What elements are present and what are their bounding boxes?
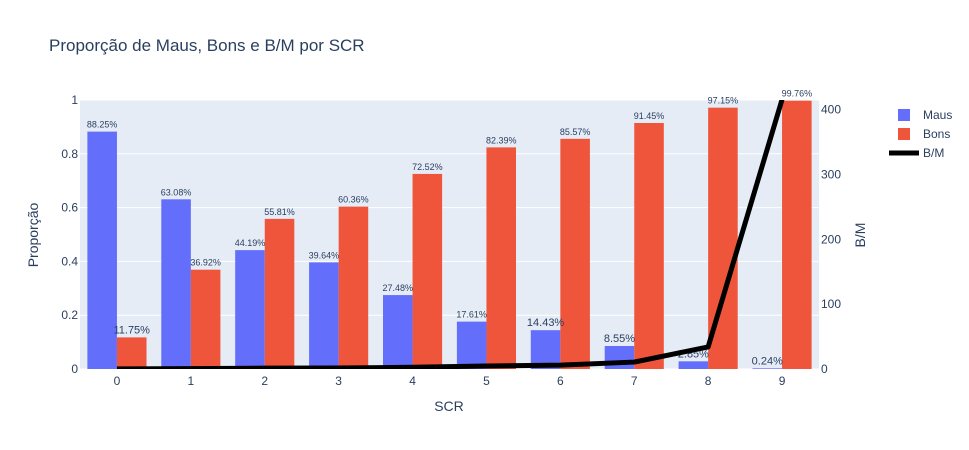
bar-maus[interactable] bbox=[678, 361, 709, 369]
y-tick-label: 0.8 bbox=[61, 147, 78, 161]
bm-line[interactable] bbox=[116, 100, 785, 369]
bar-bons[interactable] bbox=[338, 206, 369, 369]
x-tick-label: 9 bbox=[779, 374, 786, 388]
bar-data-label: 17.61% bbox=[456, 310, 487, 320]
bar-maus[interactable] bbox=[161, 199, 191, 369]
bar-data-label: 44.19% bbox=[235, 238, 266, 248]
y-tick-label: 0 bbox=[71, 362, 78, 376]
bar-maus[interactable] bbox=[309, 262, 339, 369]
bar-bons[interactable] bbox=[560, 138, 590, 369]
bar-data-label: 60.36% bbox=[338, 195, 369, 205]
x-axis-title: SCR bbox=[434, 398, 464, 414]
legend-label: Bons bbox=[923, 127, 950, 141]
bar-data-label: 39.64% bbox=[309, 250, 340, 260]
bar-data-label: 11.75% bbox=[113, 324, 150, 336]
bar-data-label: 99.76% bbox=[782, 89, 813, 99]
y2-tick-label: 400 bbox=[821, 103, 841, 117]
bar-bons[interactable] bbox=[264, 218, 295, 369]
chart-title: Proporção de Maus, Bons e B/M por SCR bbox=[49, 36, 365, 55]
bar-bons[interactable] bbox=[782, 100, 812, 369]
y-tick-label: 0.2 bbox=[61, 308, 78, 322]
x-tick-label: 0 bbox=[114, 374, 121, 388]
x-tick-label: 5 bbox=[483, 374, 490, 388]
bar-bons[interactable] bbox=[190, 269, 221, 369]
bar-maus[interactable] bbox=[382, 295, 413, 369]
bm-line-layer bbox=[116, 100, 785, 369]
bar-bons[interactable] bbox=[412, 173, 443, 369]
y-axis-title: Proporção bbox=[25, 202, 41, 267]
bar-maus[interactable] bbox=[235, 250, 265, 369]
bar-data-label: 91.45% bbox=[634, 111, 665, 121]
bar-data-label: 8.55% bbox=[604, 333, 635, 345]
x-tick-label: 6 bbox=[557, 374, 564, 388]
y2-tick-label: 0 bbox=[821, 362, 828, 376]
y2-axis-title: B/M bbox=[852, 223, 868, 248]
bar-bons[interactable] bbox=[634, 122, 664, 369]
bars bbox=[87, 100, 812, 369]
bar-data-label: 85.57% bbox=[560, 127, 591, 137]
y2-tick-label: 100 bbox=[821, 297, 841, 311]
y2-tick-label: 300 bbox=[821, 168, 841, 182]
bar-data-label: 36.92% bbox=[190, 258, 221, 268]
bar-data-label: 82.39% bbox=[486, 135, 517, 145]
bar-bons[interactable] bbox=[486, 147, 517, 369]
bar-data-label: 72.52% bbox=[412, 162, 443, 172]
y-tick-label: 1 bbox=[71, 93, 78, 107]
bar-data-label: 88.25% bbox=[87, 120, 118, 130]
legend-item-bm[interactable]: B/M bbox=[889, 146, 944, 160]
bar-data-label: 27.48% bbox=[383, 283, 414, 293]
bar-maus[interactable] bbox=[456, 321, 487, 369]
x-tick-label: 7 bbox=[631, 374, 638, 388]
y-tick-label: 0.6 bbox=[61, 201, 78, 215]
bar-data-label: 63.08% bbox=[161, 187, 192, 197]
legend-label: B/M bbox=[923, 146, 944, 160]
bar-data-label: 0.24% bbox=[752, 355, 783, 367]
bar-bons[interactable] bbox=[116, 337, 147, 369]
bar-maus[interactable] bbox=[752, 368, 783, 369]
legend-swatch bbox=[898, 109, 910, 121]
bar-maus[interactable] bbox=[530, 330, 561, 369]
x-tick-label: 2 bbox=[261, 374, 268, 388]
axes: 0 0.2 0.4 0.6 0.8 1 0 100 200 300 400 0 1 2 3 4 5 6 7 8 9 bbox=[61, 93, 841, 388]
y2-tick-label: 200 bbox=[821, 232, 841, 246]
legend-item-bons[interactable]: Bons bbox=[898, 127, 950, 141]
bar-data-label: 55.81% bbox=[264, 207, 295, 217]
legend-item-maus[interactable]: Maus bbox=[898, 108, 952, 122]
x-tick-label: 8 bbox=[705, 374, 712, 388]
x-tick-label: 3 bbox=[335, 374, 342, 388]
legend-swatch bbox=[898, 128, 910, 140]
legend-label: Maus bbox=[923, 108, 952, 122]
bar-maus[interactable] bbox=[87, 131, 117, 369]
x-tick-label: 1 bbox=[188, 374, 195, 388]
y-tick-label: 0.4 bbox=[61, 254, 78, 268]
bar-data-label: 97.15% bbox=[708, 96, 739, 106]
x-tick-label: 4 bbox=[409, 374, 416, 388]
legend[interactable]: Maus Bons B/M bbox=[889, 108, 952, 160]
bar-data-label: 14.43% bbox=[527, 317, 565, 329]
